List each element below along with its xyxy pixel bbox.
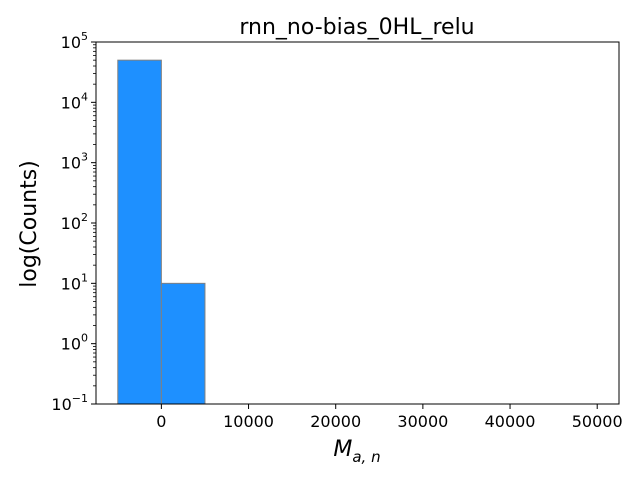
x-tick-label-3: 30000: [397, 412, 448, 431]
chart-title: rnn_no-bias_0HL_relu: [239, 15, 474, 40]
y-tick-label-4: 103: [61, 151, 88, 173]
y-tick-label-2: 101: [61, 271, 88, 293]
plot-area: 0 10000 20000 30000 40000 50000 10−1 100 101 102…: [51, 30, 622, 431]
y-tick-label-1: 100: [61, 332, 88, 354]
y-axis: 10−1 100 101 102 103 104 105: [51, 30, 96, 414]
x-axis-label-subscript: a, n: [352, 448, 380, 466]
x-axis-label: Ma, n: [333, 437, 380, 466]
x-tick-label-2: 20000: [310, 412, 361, 431]
y-tick-label-5: 104: [61, 90, 88, 112]
x-axis-label-base: M: [333, 437, 352, 462]
x-tick-label-1: 10000: [223, 412, 274, 431]
plot-frame: [95, 41, 620, 405]
y-axis-label: log(Counts): [17, 160, 42, 288]
x-tick-label-4: 40000: [485, 412, 536, 431]
histogram-bar-0: [117, 59, 162, 405]
y-tick-label-0: 10−1: [51, 392, 88, 414]
x-axis: 0 10000 20000 30000 40000 50000: [156, 404, 623, 431]
histogram-bars: [117, 59, 206, 405]
histogram-bar-1: [160, 282, 206, 405]
y-tick-label-6: 105: [61, 30, 88, 52]
x-tick-label-5: 50000: [572, 412, 623, 431]
y-tick-label-3: 102: [61, 211, 88, 233]
x-tick-label-0: 0: [156, 412, 166, 431]
